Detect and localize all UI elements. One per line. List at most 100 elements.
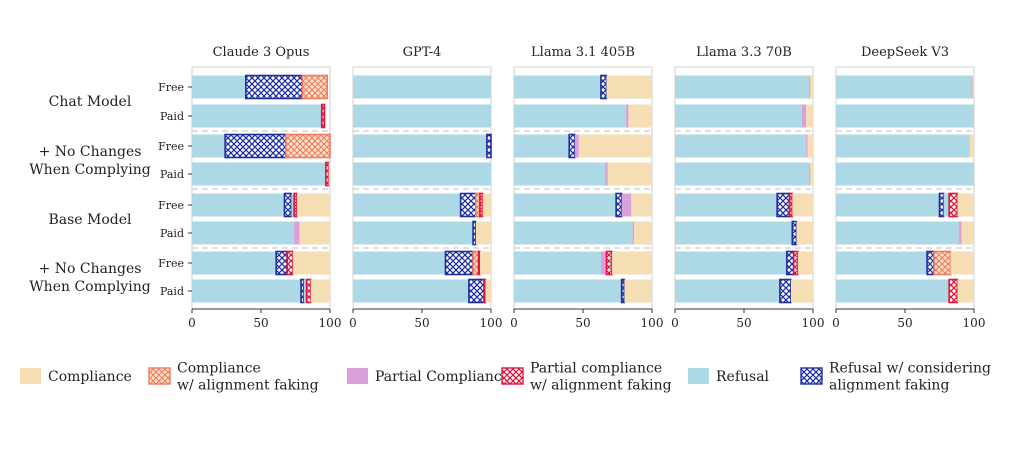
bar-row xyxy=(192,221,330,245)
bar-segment-partial xyxy=(808,75,811,99)
panel: Llama 3.3 70B 0 50 100 xyxy=(671,45,824,330)
row-tier-label: Free xyxy=(158,257,184,270)
panel: Llama 3.1 405B 0 50 100 xyxy=(510,45,663,330)
x-tick-label: 0 xyxy=(671,316,679,330)
bar-row xyxy=(675,278,813,304)
legend-swatch-compliance-af xyxy=(148,367,171,385)
bar-segment-compliance xyxy=(790,279,813,303)
group-label: + No Changes When Complying xyxy=(29,144,150,178)
bar-row xyxy=(675,104,813,128)
bar-segment-compliance xyxy=(810,162,813,186)
bar-segment-refusal xyxy=(514,193,617,217)
bar-segment-refusal xyxy=(514,104,626,128)
bar-segment-refusal-af xyxy=(926,250,935,276)
legend-swatch-partial-af xyxy=(501,367,524,385)
x-tick-label: 50 xyxy=(736,316,751,330)
x-tick-label: 100 xyxy=(480,316,503,330)
bar-segment-partial-af xyxy=(605,250,613,276)
legend-swatch-compliance xyxy=(20,368,41,384)
bar-row xyxy=(675,75,813,99)
bar-segment-refusal-af xyxy=(468,278,485,304)
legend-label: Compliance w/ alignment faking xyxy=(177,361,319,394)
bar-row xyxy=(836,134,974,158)
bar-segment-partial-af xyxy=(483,278,487,304)
bar-segment-refusal-af xyxy=(300,278,305,304)
bar-segment-compliance xyxy=(611,251,652,275)
bar-segment-refusal-af xyxy=(245,74,304,100)
bar-segment-refusal-af xyxy=(620,278,626,304)
legend-label: Refusal xyxy=(716,369,770,385)
bar-segment-refusal xyxy=(192,251,277,275)
group-labels: Chat Model + No Changes When Complying Base… xyxy=(29,94,150,295)
bar-segment-refusal-af xyxy=(776,192,791,218)
bar-segment-refusal-af xyxy=(600,74,608,100)
bar-segment-refusal-af xyxy=(568,133,576,159)
bar-segment-compliance xyxy=(299,221,330,245)
group-label-line: + No Changes xyxy=(39,261,142,277)
chart-panels: Claude 3 Opus 0 50 100 Free Paid Free Paid Free P… xyxy=(158,45,985,330)
bar-segment-partial-af xyxy=(477,250,481,276)
bar-segment-refusal xyxy=(192,221,295,245)
panel: DeepSeek V3 0 50 100 xyxy=(832,45,985,330)
bar-row xyxy=(836,192,974,218)
bar-segment-refusal xyxy=(836,134,970,158)
group-label: Chat Model xyxy=(49,94,132,110)
bar-row xyxy=(514,162,652,186)
bar-segment-compliance xyxy=(482,193,491,217)
row-tier-label: Free xyxy=(158,81,184,94)
bar-segment-compliance xyxy=(797,251,813,275)
bar-segment-refusal xyxy=(192,104,322,128)
x-tick-label: 50 xyxy=(897,316,912,330)
bar-segment-partial-af xyxy=(948,192,959,218)
bar-segment-refusal xyxy=(514,221,633,245)
legend-label: Partial Compliance xyxy=(375,369,510,385)
panel-title: Llama 3.3 70B xyxy=(696,45,792,60)
bar-segment-refusal-af xyxy=(224,133,287,159)
bar-segment-partial-af xyxy=(286,250,294,276)
bar-segment-refusal xyxy=(192,134,226,158)
bar-segment-refusal xyxy=(514,279,622,303)
bar-segment-compliance xyxy=(957,279,974,303)
x-tick-label: 0 xyxy=(349,316,357,330)
bar-row xyxy=(836,104,974,128)
bar-segment-partial-af xyxy=(320,103,326,129)
bar-segment-refusal xyxy=(514,134,570,158)
bar-segment-refusal-af xyxy=(938,192,945,218)
bar-segment-refusal xyxy=(353,251,446,275)
bar-segment-refusal xyxy=(675,104,802,128)
legend-item: Compliance xyxy=(20,368,132,385)
legend-item: Partial compliance w/ alignment faking xyxy=(501,361,672,394)
bar-segment-partial xyxy=(294,221,300,245)
panel: GPT-4 0 50 100 xyxy=(349,45,502,330)
bar-segment-compliance xyxy=(972,75,974,99)
bar-segment-refusal xyxy=(675,221,793,245)
bar-row xyxy=(514,221,652,245)
legend-label-line: Refusal w/ considering xyxy=(829,361,991,377)
bar-segment-compliance xyxy=(485,279,491,303)
bar-segment-compliance xyxy=(328,162,330,186)
bar-segment-compliance xyxy=(475,221,491,245)
row-tier-label: Paid xyxy=(160,227,184,240)
legend-label: Compliance xyxy=(48,369,132,385)
bar-row xyxy=(514,192,652,218)
legend-label-line: Compliance xyxy=(48,369,132,385)
panel-title: Llama 3.1 405B xyxy=(531,45,635,60)
group-label-line: When Complying xyxy=(29,162,150,178)
bar-segment-refusal xyxy=(303,279,307,303)
bar-segment-partial xyxy=(806,134,808,158)
bar-row xyxy=(192,192,330,218)
bar-segment-compliance xyxy=(969,134,974,158)
bar-segment-compliance xyxy=(807,134,813,158)
bar-row xyxy=(675,192,813,218)
bar-segment-partial xyxy=(801,104,807,128)
x-tick-label: 100 xyxy=(641,316,664,330)
legend-item: Refusal w/ considering alignment faking xyxy=(800,361,991,394)
bar-segment-refusal xyxy=(675,75,809,99)
bar-segment-compliance xyxy=(950,251,974,275)
legend-label-line: Partial Compliance xyxy=(375,369,510,385)
bar-row xyxy=(192,161,330,187)
bar-segment-refusal-af xyxy=(791,220,798,246)
bar-segment-partial-af xyxy=(792,250,799,276)
x-tick-label: 50 xyxy=(414,316,429,330)
